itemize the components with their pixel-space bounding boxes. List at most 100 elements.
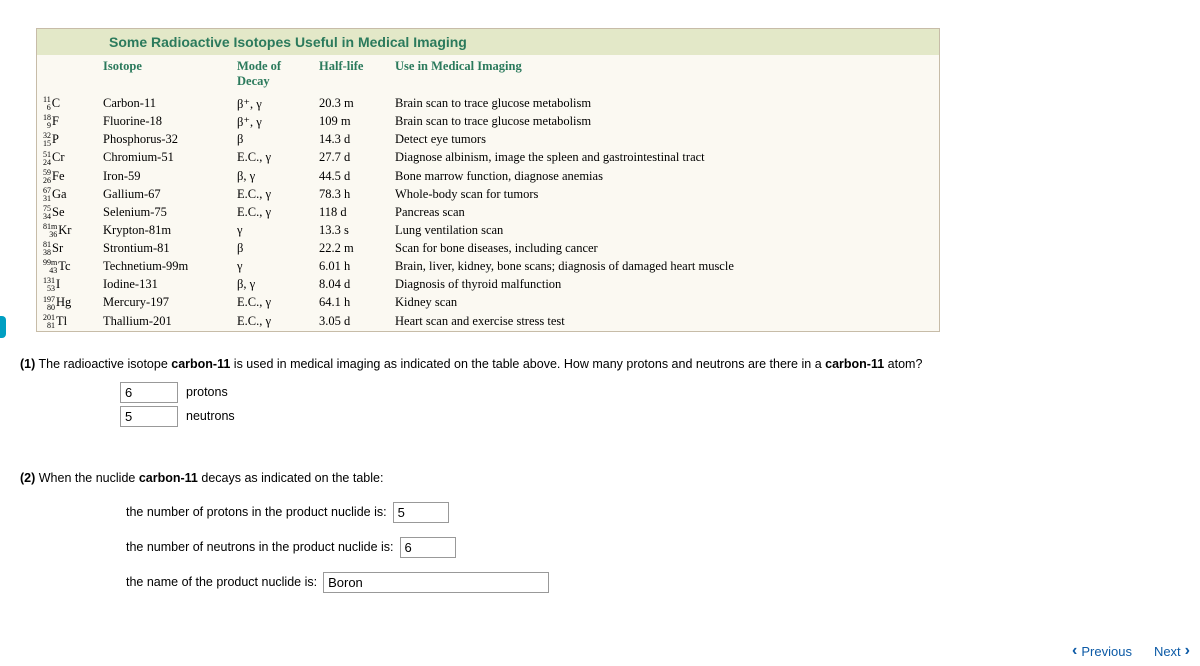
cell-symbol: 189F: [37, 113, 97, 131]
cell-halflife: 78.3 h: [313, 186, 389, 204]
q1-text-c: atom?: [884, 357, 922, 371]
questions-area: (1) The radioactive isotope carbon-11 is…: [20, 355, 1180, 593]
cell-decay: γ: [231, 258, 313, 276]
cell-decay: E.C., γ: [231, 186, 313, 204]
cell-halflife: 44.5 d: [313, 168, 389, 186]
cell-use: Diagnosis of thyroid malfunction: [389, 276, 939, 294]
table-row: 116CCarbon-11β⁺, γ20.3 mBrain scan to tr…: [37, 95, 939, 113]
cell-symbol: 19780Hg: [37, 294, 97, 312]
previous-button[interactable]: ‹ Previous: [1072, 642, 1132, 660]
cell-name: Krypton-81m: [97, 222, 231, 240]
table-row: 81m36KrKrypton-81mγ13.3 sLung ventilatio…: [37, 222, 939, 240]
q1-bold-a: carbon-11: [171, 357, 230, 371]
cell-use: Brain scan to trace glucose metabolism: [389, 113, 939, 131]
cell-symbol: 7534Se: [37, 204, 97, 222]
cell-name: Phosphorus-32: [97, 131, 231, 149]
cell-use: Bone marrow function, diagnose anemias: [389, 168, 939, 186]
cell-decay: γ: [231, 222, 313, 240]
cell-halflife: 22.2 m: [313, 240, 389, 258]
col-decay-label: Mode ofDecay: [237, 59, 281, 89]
isotope-table: Isotope Mode ofDecay Half-life Use in Me…: [37, 55, 939, 331]
cell-use: Detect eye tumors: [389, 131, 939, 149]
q1-text-b: is used in medical imaging as indicated …: [230, 357, 825, 371]
cell-halflife: 6.01 h: [313, 258, 389, 276]
cell-halflife: 13.3 s: [313, 222, 389, 240]
cell-symbol: 3215P: [37, 131, 97, 149]
cell-symbol: 5124Cr: [37, 149, 97, 167]
cell-use: Lung ventilation scan: [389, 222, 939, 240]
isotope-table-container: Some Radioactive Isotopes Useful in Medi…: [36, 28, 940, 332]
neutrons-input[interactable]: [120, 406, 178, 427]
neutrons-label: neutrons: [186, 407, 235, 426]
cell-decay: β: [231, 131, 313, 149]
cell-halflife: 109 m: [313, 113, 389, 131]
protons-input[interactable]: [120, 382, 178, 403]
cell-symbol: 13153I: [37, 276, 97, 294]
cell-halflife: 64.1 h: [313, 294, 389, 312]
cell-halflife: 20.3 m: [313, 95, 389, 113]
q1-bold-b: carbon-11: [825, 357, 884, 371]
cell-use: Brain scan to trace glucose metabolism: [389, 95, 939, 113]
cell-name: Carbon-11: [97, 95, 231, 113]
table-row: 13153IIodine-131β, γ8.04 dDiagnosis of t…: [37, 276, 939, 294]
cell-name: Strontium-81: [97, 240, 231, 258]
cell-symbol: 81m36Kr: [37, 222, 97, 240]
product-name-input[interactable]: [323, 572, 549, 593]
cell-use: Diagnose albinism, image the spleen and …: [389, 149, 939, 167]
table-title: Some Radioactive Isotopes Useful in Medi…: [37, 29, 939, 55]
cell-name: Iodine-131: [97, 276, 231, 294]
q2-text-b: decays as indicated on the table:: [198, 471, 384, 485]
product-protons-input[interactable]: [393, 502, 449, 523]
chevron-left-icon: ‹: [1072, 642, 1077, 660]
cell-decay: β⁺, γ: [231, 95, 313, 113]
next-label: Next: [1154, 644, 1181, 659]
q2-text-a: When the nuclide: [35, 471, 139, 485]
nav-footer: ‹ Previous Next ›: [1072, 642, 1190, 660]
cell-symbol: 6731Ga: [37, 186, 97, 204]
table-row: 6731GaGallium-67E.C., γ78.3 hWhole-body …: [37, 186, 939, 204]
cell-decay: β, γ: [231, 168, 313, 186]
chevron-right-icon: ›: [1185, 642, 1190, 660]
cell-symbol: 99m43Tc: [37, 258, 97, 276]
cell-symbol: 116C: [37, 95, 97, 113]
cell-halflife: 3.05 d: [313, 313, 389, 331]
protons-label: protons: [186, 383, 228, 402]
cell-use: Kidney scan: [389, 294, 939, 312]
page-edge-tab: [0, 316, 6, 338]
table-row: 20181TlThallium-201E.C., γ3.05 dHeart sc…: [37, 313, 939, 331]
cell-decay: β⁺, γ: [231, 113, 313, 131]
product-neutrons-input[interactable]: [400, 537, 456, 558]
col-symbol: [37, 55, 97, 95]
cell-halflife: 118 d: [313, 204, 389, 222]
cell-symbol: 20181Tl: [37, 313, 97, 331]
cell-decay: E.C., γ: [231, 149, 313, 167]
question-2: (2) When the nuclide carbon-11 decays as…: [20, 469, 1180, 593]
cell-use: Scan for bone diseases, including cancer: [389, 240, 939, 258]
table-row: 99m43TcTechnetium-99mγ6.01 hBrain, liver…: [37, 258, 939, 276]
table-row: 5926FeIron-59β, γ44.5 dBone marrow funct…: [37, 168, 939, 186]
cell-name: Gallium-67: [97, 186, 231, 204]
cell-decay: β: [231, 240, 313, 258]
cell-decay: E.C., γ: [231, 204, 313, 222]
table-row: 3215PPhosphorus-32β14.3 dDetect eye tumo…: [37, 131, 939, 149]
q1-num: (1): [20, 357, 35, 371]
cell-decay: E.C., γ: [231, 294, 313, 312]
cell-use: Brain, liver, kidney, bone scans; diagno…: [389, 258, 939, 276]
table-row: 5124CrChromium-51E.C., γ27.7 dDiagnose a…: [37, 149, 939, 167]
col-decay: Mode ofDecay: [231, 55, 313, 95]
cell-name: Selenium-75: [97, 204, 231, 222]
col-use: Use in Medical Imaging: [389, 55, 939, 95]
cell-name: Fluorine-18: [97, 113, 231, 131]
q2-line3: the name of the product nuclide is:: [126, 573, 317, 592]
col-isotope: Isotope: [97, 55, 231, 95]
cell-name: Chromium-51: [97, 149, 231, 167]
q1-text-a: The radioactive isotope: [35, 357, 171, 371]
cell-name: Thallium-201: [97, 313, 231, 331]
table-row: 8138SrStrontium-81β22.2 mScan for bone d…: [37, 240, 939, 258]
cell-name: Technetium-99m: [97, 258, 231, 276]
previous-label: Previous: [1081, 644, 1132, 659]
table-row: 189FFluorine-18β⁺, γ109 mBrain scan to t…: [37, 113, 939, 131]
cell-use: Heart scan and exercise stress test: [389, 313, 939, 331]
cell-name: Mercury-197: [97, 294, 231, 312]
next-button[interactable]: Next ›: [1154, 642, 1190, 660]
